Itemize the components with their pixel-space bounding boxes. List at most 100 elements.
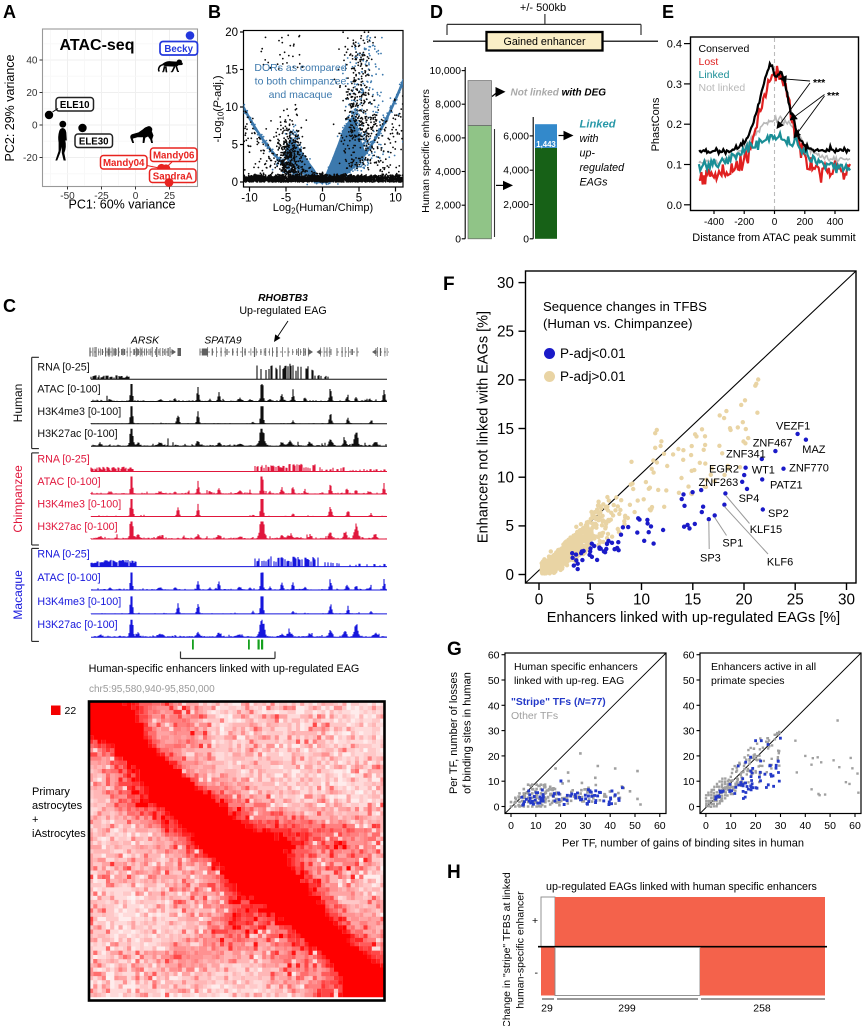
svg-text:Enhancers active in all: Enhancers active in all: [711, 661, 816, 673]
svg-text:RNA [0-25]: RNA [0-25]: [37, 361, 89, 373]
svg-text:0: 0: [535, 592, 544, 609]
svg-text:SP2: SP2: [768, 508, 789, 520]
svg-text:of binding sites in human: of binding sites in human: [462, 672, 474, 794]
svg-text:A: A: [3, 2, 16, 22]
svg-text:5: 5: [232, 140, 238, 152]
svg-text:10: 10: [488, 776, 500, 788]
svg-text:KLF6: KLF6: [767, 557, 793, 569]
svg-text:1,443: 1,443: [536, 140, 556, 149]
svg-text:KLF15: KLF15: [750, 524, 782, 536]
svg-text:Per TF, number of losses: Per TF, number of losses: [448, 671, 460, 794]
svg-text:Macaque: Macaque: [11, 570, 25, 620]
svg-text:WT1: WT1: [752, 465, 775, 477]
svg-text:6,000: 6,000: [435, 133, 461, 144]
svg-text:E: E: [662, 2, 674, 22]
svg-text:299: 299: [618, 1003, 636, 1015]
svg-text:G: G: [447, 639, 462, 660]
svg-text:Gained enhancer: Gained enhancer: [504, 36, 586, 48]
svg-text:ATAC [0-100]: ATAC [0-100]: [37, 384, 100, 396]
svg-text:H3K27ac [0-100]: H3K27ac [0-100]: [37, 521, 117, 533]
svg-text:50: 50: [824, 820, 836, 832]
svg-text:H3K4me3 [0-100]: H3K4me3 [0-100]: [37, 596, 121, 608]
svg-text:-20: -20: [23, 153, 38, 164]
svg-text:linked with up-reg. EAG: linked with up-reg. EAG: [514, 675, 624, 687]
svg-text:200: 200: [796, 217, 813, 228]
svg-text:2,000: 2,000: [435, 201, 461, 212]
svg-text:Not linked with DEG: Not linked with DEG: [511, 88, 607, 99]
svg-text:22: 22: [65, 705, 77, 717]
svg-text:Linked: Linked: [580, 119, 617, 131]
svg-text:0: 0: [232, 177, 238, 189]
svg-text:40: 40: [604, 820, 616, 832]
svg-text:30: 30: [683, 726, 695, 738]
svg-text:Human specific enhancers: Human specific enhancers: [420, 89, 432, 213]
svg-text:15: 15: [497, 421, 514, 438]
svg-text:10: 10: [683, 776, 695, 788]
svg-text:Not linked: Not linked: [699, 82, 746, 94]
svg-text:+: +: [32, 814, 38, 826]
svg-text:EAGs: EAGs: [580, 177, 609, 189]
svg-text:PC2: 29% variance: PC2: 29% variance: [3, 54, 17, 161]
svg-text:regulated: regulated: [580, 162, 626, 174]
svg-text:10: 10: [389, 193, 402, 205]
svg-text:15: 15: [225, 65, 238, 77]
svg-text:iAstrocytes: iAstrocytes: [32, 828, 86, 840]
svg-text:SPATA9: SPATA9: [204, 336, 241, 347]
svg-text:-: -: [535, 967, 539, 979]
svg-text:PATZ1: PATZ1: [770, 480, 803, 492]
svg-text:PC1: 60% variance: PC1: 60% variance: [68, 198, 175, 212]
svg-text:Human-specific enhancers linke: Human-specific enhancers linked with up-…: [89, 663, 360, 675]
svg-text:10: 10: [633, 592, 650, 609]
svg-text:20: 20: [735, 592, 752, 609]
svg-text:Log2(Human/Chimp): Log2(Human/Chimp): [273, 202, 373, 216]
svg-text:ATAC [0-100]: ATAC [0-100]: [37, 476, 100, 488]
svg-text:ZNF263: ZNF263: [699, 477, 739, 489]
svg-text:10: 10: [530, 820, 542, 832]
svg-text:+: +: [532, 915, 538, 927]
svg-text:Distance from ATAC peak summit: Distance from ATAC peak summit: [692, 232, 855, 244]
svg-text:up-: up-: [580, 148, 596, 160]
svg-text:P-adj>0.01: P-adj>0.01: [560, 369, 626, 384]
svg-text:(Human vs. Chimpanzee): (Human vs. Chimpanzee): [543, 316, 693, 331]
svg-text:Human: Human: [11, 384, 25, 423]
svg-text:0: 0: [689, 802, 695, 814]
svg-text:SP3: SP3: [700, 552, 721, 564]
svg-text:20: 20: [750, 820, 762, 832]
svg-text:0: 0: [508, 820, 514, 832]
svg-text:30: 30: [497, 275, 514, 292]
svg-text:0: 0: [703, 820, 709, 832]
svg-text:0.1: 0.1: [667, 160, 682, 172]
svg-text:ATAC [0-100]: ATAC [0-100]: [37, 572, 100, 584]
svg-text:0: 0: [505, 567, 514, 584]
svg-text:Chimpanzee: Chimpanzee: [11, 465, 25, 533]
svg-text:-10: -10: [241, 193, 258, 205]
svg-text:20: 20: [225, 27, 238, 39]
svg-text:25: 25: [787, 592, 804, 609]
svg-text:0: 0: [494, 802, 500, 814]
svg-text:4,000: 4,000: [503, 166, 529, 177]
svg-text:0: 0: [32, 121, 38, 132]
svg-text:10: 10: [725, 820, 737, 832]
svg-text:EGR2: EGR2: [709, 463, 739, 475]
svg-text:30: 30: [488, 726, 500, 738]
svg-text:40: 40: [26, 56, 38, 67]
svg-text:15: 15: [684, 592, 701, 609]
svg-text:50: 50: [629, 820, 641, 832]
svg-text:SP1: SP1: [722, 537, 743, 549]
svg-text:20: 20: [683, 751, 695, 763]
svg-text:H3K4me3 [0-100]: H3K4me3 [0-100]: [37, 499, 121, 511]
svg-text:Enhancers not linked with EAGs: Enhancers not linked with EAGs [%]: [476, 311, 492, 543]
svg-text:Linked: Linked: [699, 69, 730, 81]
svg-text:Per TF, number of gains of bin: Per TF, number of gains of binding sites…: [562, 838, 804, 850]
svg-text:and macaque: and macaque: [269, 89, 333, 101]
svg-text:RHOBTB3: RHOBTB3: [258, 293, 308, 304]
svg-text:MAZ: MAZ: [802, 444, 826, 456]
svg-text:258: 258: [753, 1003, 771, 1015]
svg-text:4,000: 4,000: [435, 167, 461, 178]
svg-text:F: F: [443, 274, 455, 295]
svg-text:Conserved: Conserved: [699, 43, 750, 55]
svg-text:5: 5: [586, 592, 595, 609]
svg-text:H3K27ac [0-100]: H3K27ac [0-100]: [37, 619, 117, 631]
svg-text:Mandy06: Mandy06: [153, 150, 195, 161]
svg-text:0: 0: [455, 234, 461, 245]
